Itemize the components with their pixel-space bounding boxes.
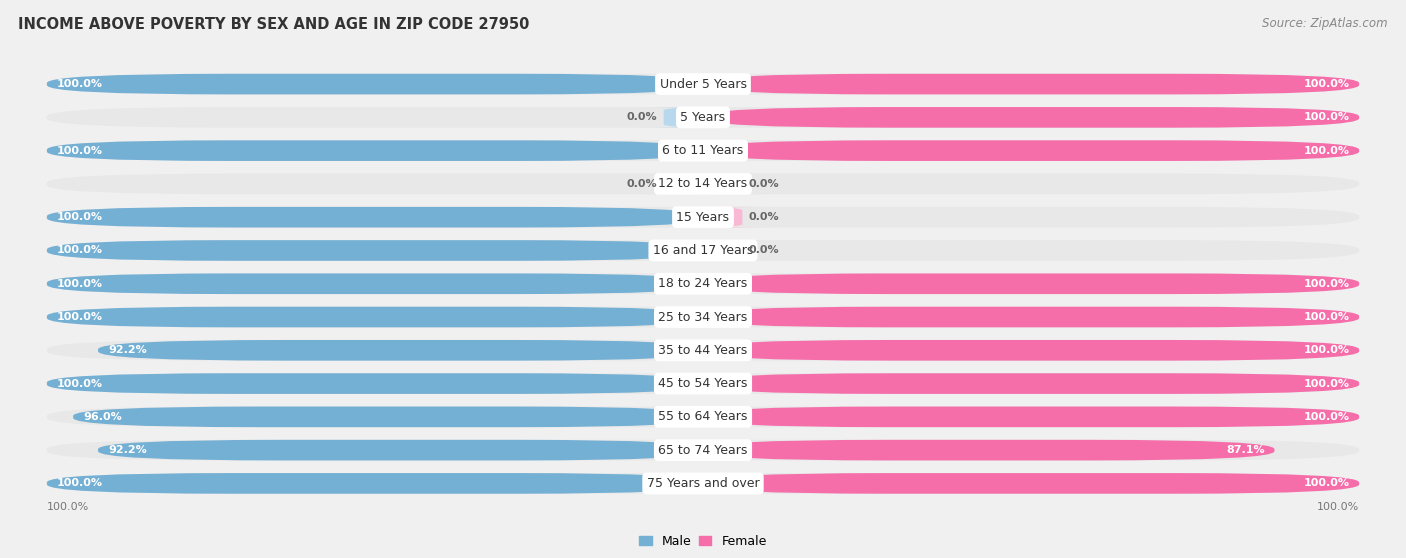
FancyBboxPatch shape xyxy=(46,440,1360,460)
Text: 100.0%: 100.0% xyxy=(56,146,103,156)
Text: 65 to 74 Years: 65 to 74 Years xyxy=(658,444,748,456)
Text: 100.0%: 100.0% xyxy=(1303,478,1350,488)
Text: 100.0%: 100.0% xyxy=(56,478,103,488)
FancyBboxPatch shape xyxy=(46,473,1360,494)
FancyBboxPatch shape xyxy=(703,307,1360,328)
Text: 100.0%: 100.0% xyxy=(1303,146,1350,156)
Text: 5 Years: 5 Years xyxy=(681,111,725,124)
FancyBboxPatch shape xyxy=(46,373,1360,394)
Text: 92.2%: 92.2% xyxy=(108,345,146,355)
Text: 100.0%: 100.0% xyxy=(1303,345,1350,355)
Text: 15 Years: 15 Years xyxy=(676,211,730,224)
Text: 92.2%: 92.2% xyxy=(108,445,146,455)
FancyBboxPatch shape xyxy=(46,107,1360,128)
FancyBboxPatch shape xyxy=(703,273,1360,294)
FancyBboxPatch shape xyxy=(46,307,1360,328)
FancyBboxPatch shape xyxy=(637,174,730,194)
Text: Source: ZipAtlas.com: Source: ZipAtlas.com xyxy=(1263,17,1388,30)
FancyBboxPatch shape xyxy=(46,74,703,94)
Text: 100.0%: 100.0% xyxy=(1303,312,1350,322)
Text: 6 to 11 Years: 6 to 11 Years xyxy=(662,144,744,157)
FancyBboxPatch shape xyxy=(703,340,1360,360)
Text: 75 Years and over: 75 Years and over xyxy=(647,477,759,490)
Text: 0.0%: 0.0% xyxy=(627,112,657,122)
FancyBboxPatch shape xyxy=(703,107,1360,128)
FancyBboxPatch shape xyxy=(703,407,1360,427)
FancyBboxPatch shape xyxy=(637,107,730,128)
Text: 100.0%: 100.0% xyxy=(1303,378,1350,388)
Text: 87.1%: 87.1% xyxy=(1226,445,1264,455)
Text: 100.0%: 100.0% xyxy=(56,378,103,388)
FancyBboxPatch shape xyxy=(703,473,1360,494)
FancyBboxPatch shape xyxy=(46,207,703,228)
Text: 0.0%: 0.0% xyxy=(749,212,779,222)
FancyBboxPatch shape xyxy=(46,273,1360,294)
FancyBboxPatch shape xyxy=(46,473,703,494)
FancyBboxPatch shape xyxy=(46,174,1360,194)
Text: 12 to 14 Years: 12 to 14 Years xyxy=(658,177,748,190)
FancyBboxPatch shape xyxy=(676,207,769,228)
FancyBboxPatch shape xyxy=(46,307,703,328)
Text: 100.0%: 100.0% xyxy=(1317,502,1360,512)
Text: 96.0%: 96.0% xyxy=(83,412,122,422)
FancyBboxPatch shape xyxy=(98,340,703,360)
Text: 35 to 44 Years: 35 to 44 Years xyxy=(658,344,748,357)
FancyBboxPatch shape xyxy=(676,174,769,194)
FancyBboxPatch shape xyxy=(703,440,1274,460)
Text: 18 to 24 Years: 18 to 24 Years xyxy=(658,277,748,290)
FancyBboxPatch shape xyxy=(46,140,703,161)
Text: 100.0%: 100.0% xyxy=(1303,279,1350,288)
Text: 25 to 34 Years: 25 to 34 Years xyxy=(658,310,748,324)
Text: 100.0%: 100.0% xyxy=(56,212,103,222)
FancyBboxPatch shape xyxy=(46,340,1360,360)
FancyBboxPatch shape xyxy=(676,240,769,261)
Text: 100.0%: 100.0% xyxy=(56,312,103,322)
FancyBboxPatch shape xyxy=(46,273,703,294)
Text: Under 5 Years: Under 5 Years xyxy=(659,78,747,90)
FancyBboxPatch shape xyxy=(46,407,1360,427)
Text: 100.0%: 100.0% xyxy=(56,279,103,288)
Text: 16 and 17 Years: 16 and 17 Years xyxy=(652,244,754,257)
FancyBboxPatch shape xyxy=(46,207,1360,228)
Text: 0.0%: 0.0% xyxy=(749,246,779,256)
Text: 100.0%: 100.0% xyxy=(1303,412,1350,422)
Text: 100.0%: 100.0% xyxy=(56,246,103,256)
Text: 45 to 54 Years: 45 to 54 Years xyxy=(658,377,748,390)
FancyBboxPatch shape xyxy=(703,74,1360,94)
FancyBboxPatch shape xyxy=(46,240,703,261)
Text: 0.0%: 0.0% xyxy=(627,179,657,189)
Text: 100.0%: 100.0% xyxy=(1303,112,1350,122)
Text: INCOME ABOVE POVERTY BY SEX AND AGE IN ZIP CODE 27950: INCOME ABOVE POVERTY BY SEX AND AGE IN Z… xyxy=(18,17,530,32)
FancyBboxPatch shape xyxy=(46,74,1360,94)
FancyBboxPatch shape xyxy=(703,140,1360,161)
FancyBboxPatch shape xyxy=(46,373,703,394)
Text: 55 to 64 Years: 55 to 64 Years xyxy=(658,410,748,424)
Legend: Male, Female: Male, Female xyxy=(634,530,772,553)
FancyBboxPatch shape xyxy=(73,407,703,427)
Text: 0.0%: 0.0% xyxy=(749,179,779,189)
FancyBboxPatch shape xyxy=(703,373,1360,394)
Text: 100.0%: 100.0% xyxy=(56,79,103,89)
Text: 100.0%: 100.0% xyxy=(1303,79,1350,89)
FancyBboxPatch shape xyxy=(46,240,1360,261)
FancyBboxPatch shape xyxy=(46,140,1360,161)
Text: 100.0%: 100.0% xyxy=(46,502,89,512)
FancyBboxPatch shape xyxy=(98,440,703,460)
